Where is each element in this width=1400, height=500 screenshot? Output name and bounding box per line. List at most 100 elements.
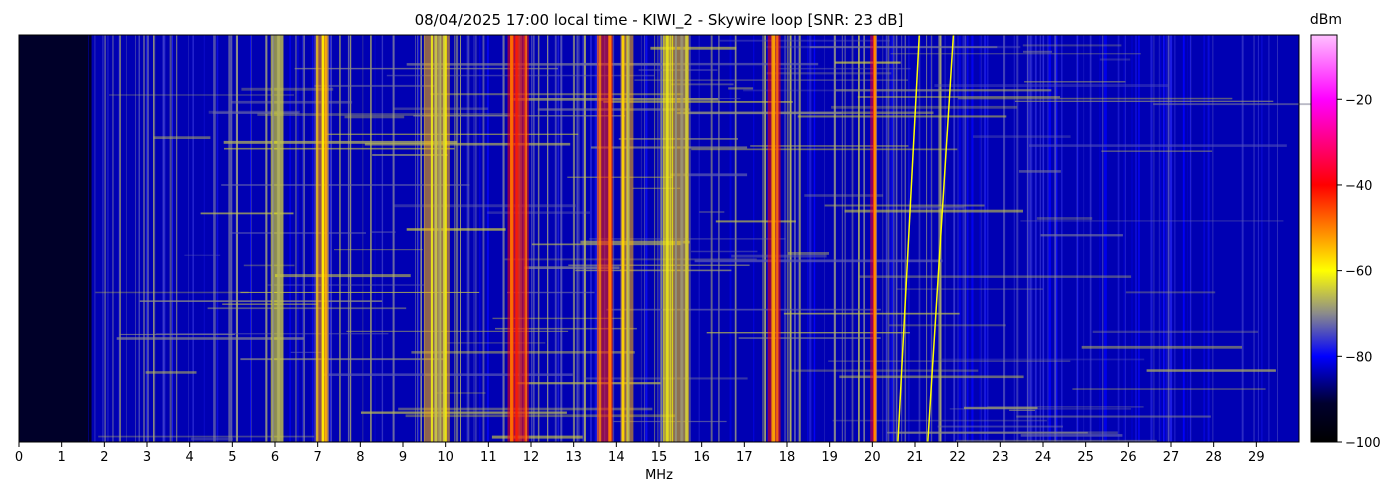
heatmap-carrier bbox=[176, 35, 178, 442]
heatmap-streak bbox=[98, 435, 315, 438]
heatmap-streak bbox=[1125, 291, 1216, 294]
heatmap-streak bbox=[372, 154, 448, 156]
x-tick-label: 16 bbox=[693, 450, 710, 465]
heatmap-streak bbox=[370, 231, 396, 233]
heatmap-carrier bbox=[931, 35, 933, 442]
heatmap-carrier bbox=[557, 35, 559, 442]
heatmap-carrier bbox=[104, 35, 106, 442]
heatmap-carrier bbox=[1055, 35, 1058, 442]
heatmap-signal-line bbox=[324, 35, 327, 442]
heatmap-carrier bbox=[531, 35, 533, 442]
heatmap-streak bbox=[364, 142, 571, 146]
heatmap-carrier bbox=[1124, 35, 1126, 442]
heatmap-carrier bbox=[1039, 35, 1041, 442]
heatmap-signal-bands bbox=[270, 35, 877, 442]
heatmap-carrier bbox=[460, 35, 461, 442]
heatmap-carrier bbox=[858, 35, 860, 442]
x-tick-label: 12 bbox=[523, 450, 540, 465]
heatmap-carrier bbox=[929, 35, 932, 442]
heatmap-streak bbox=[326, 133, 579, 135]
heatmap-streak bbox=[743, 89, 951, 92]
heatmap-carrier bbox=[1083, 35, 1085, 442]
heatmap-streak bbox=[361, 411, 567, 414]
heatmap-carrier bbox=[415, 35, 416, 442]
heatmap-carrier bbox=[213, 35, 215, 442]
heatmap-carrier bbox=[987, 35, 989, 442]
heatmap-streak bbox=[1101, 150, 1213, 152]
heatmap-carrier bbox=[1102, 35, 1104, 442]
heatmap-carrier bbox=[895, 35, 898, 442]
heatmap-carrier bbox=[303, 35, 305, 442]
heatmap-carrier bbox=[547, 35, 548, 442]
colorbar-label: dBm bbox=[1309, 12, 1343, 28]
heatmap-streak bbox=[1014, 100, 1274, 102]
x-tick-label: 8 bbox=[356, 450, 364, 465]
heatmap-streak bbox=[212, 111, 299, 114]
x-tick-label: 0 bbox=[15, 450, 23, 465]
heatmap-carrier bbox=[904, 35, 905, 442]
heatmap-streak bbox=[857, 96, 1061, 98]
heatmap-streak bbox=[430, 93, 684, 96]
heatmap-streak bbox=[987, 406, 1144, 408]
heatmap-carrier bbox=[584, 35, 586, 442]
colorbar-tick-label: −100 bbox=[1345, 436, 1381, 451]
heatmap-carrier bbox=[251, 35, 252, 442]
heatmap-signal-line bbox=[271, 35, 274, 442]
x-tick-label: 6 bbox=[271, 450, 279, 465]
heatmap-streak bbox=[495, 327, 637, 330]
heatmap-streak bbox=[890, 53, 1141, 55]
heatmap-carrier bbox=[1212, 35, 1214, 442]
heatmap-carrier bbox=[824, 35, 825, 442]
x-tick-label: 14 bbox=[608, 450, 625, 465]
heatmap-streak bbox=[694, 259, 943, 263]
heatmap-streak bbox=[436, 392, 486, 394]
heatmap-streak bbox=[145, 371, 197, 374]
x-tick-label: 17 bbox=[736, 450, 753, 465]
heatmap-streak bbox=[831, 105, 1018, 109]
x-tick-label: 25 bbox=[1077, 450, 1094, 465]
heatmap-carrier bbox=[135, 35, 136, 442]
heatmap-streak bbox=[229, 232, 366, 234]
heatmap-streak bbox=[394, 204, 576, 208]
heatmap-carrier bbox=[579, 35, 580, 442]
heatmap-carrier bbox=[236, 35, 238, 442]
x-tick-label: 26 bbox=[1120, 450, 1137, 465]
heatmap-carrier bbox=[374, 35, 376, 442]
heatmap-streak bbox=[224, 147, 455, 150]
heatmap-carrier bbox=[1030, 35, 1033, 442]
heatmap-signal-line bbox=[437, 35, 439, 442]
x-tick-label: 22 bbox=[949, 450, 966, 465]
heatmap-streak bbox=[223, 140, 458, 144]
heatmap-signal-line bbox=[611, 35, 613, 442]
colorbar-tick-label: −60 bbox=[1345, 265, 1372, 280]
heatmap-carrier bbox=[1013, 35, 1015, 442]
heatmap-carrier bbox=[1061, 35, 1063, 442]
heatmap-carrier bbox=[887, 35, 890, 442]
heatmap-streak bbox=[119, 333, 235, 335]
heatmap-streak bbox=[778, 67, 911, 70]
heatmap-streak bbox=[766, 72, 892, 75]
heatmap-streak bbox=[844, 209, 1023, 213]
heatmap-signal-line bbox=[671, 35, 674, 442]
heatmap-streak bbox=[718, 39, 890, 42]
x-tick-label: 27 bbox=[1163, 450, 1180, 465]
heatmap-carrier bbox=[228, 35, 230, 442]
heatmap-carrier bbox=[1203, 35, 1206, 442]
heatmap-carrier bbox=[844, 35, 846, 442]
heatmap-carrier bbox=[533, 35, 535, 442]
heatmap-streak bbox=[910, 206, 965, 209]
heatmap-carrier bbox=[250, 35, 252, 442]
heatmap-streak bbox=[334, 249, 423, 251]
heatmap-carrier bbox=[1158, 35, 1160, 442]
heatmap-streak bbox=[241, 87, 334, 91]
heatmap-carrier bbox=[787, 35, 789, 442]
heatmap-streak bbox=[956, 439, 1157, 443]
heatmap-carrier bbox=[1190, 35, 1192, 442]
heatmap-carrier bbox=[475, 35, 477, 442]
heatmap-streak bbox=[243, 264, 295, 267]
heatmap-streak bbox=[487, 211, 590, 214]
heatmap-streak bbox=[231, 100, 353, 104]
heatmap-carrier bbox=[967, 35, 969, 442]
heatmap-carrier bbox=[972, 35, 974, 442]
